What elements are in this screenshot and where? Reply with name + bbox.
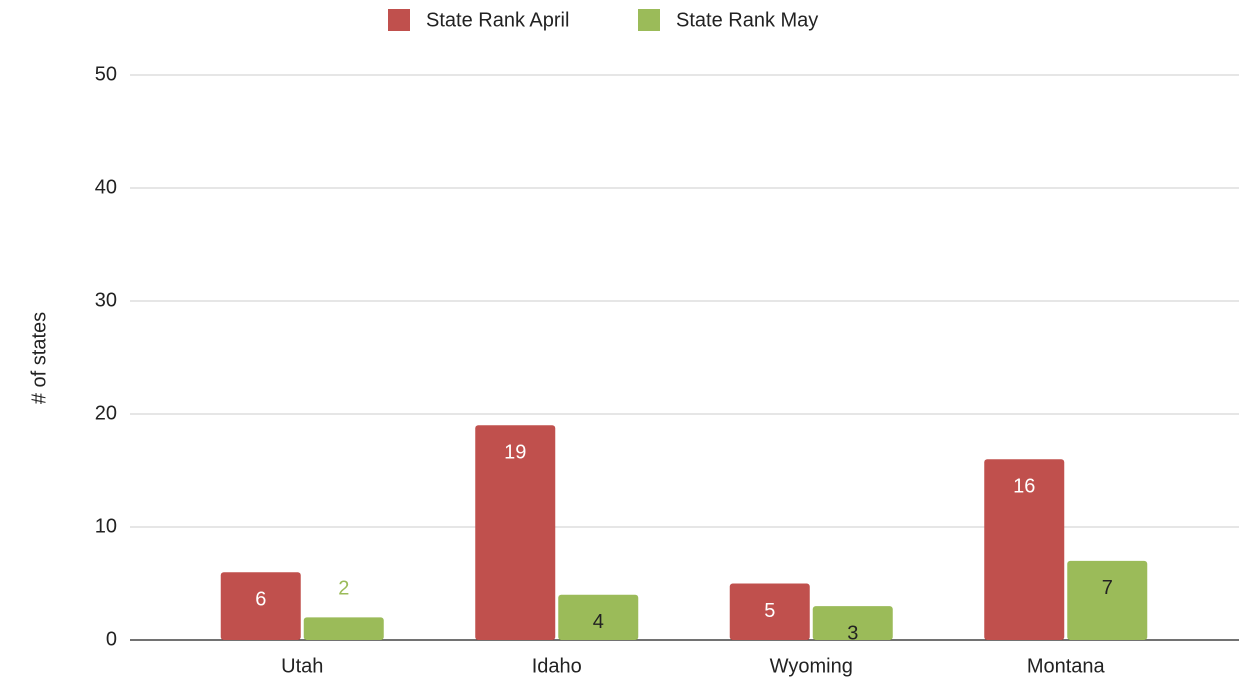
legend-swatch <box>388 9 410 31</box>
y-tick-label: 0 <box>106 628 117 650</box>
bar <box>984 459 1065 640</box>
legend-swatch <box>638 9 660 31</box>
legend-label: State Rank April <box>426 9 569 31</box>
bar <box>303 617 384 640</box>
x-tick-label: Wyoming <box>770 655 853 677</box>
data-label: 16 <box>1013 475 1035 497</box>
y-axis-label: # of states <box>28 312 50 404</box>
data-label: 3 <box>847 622 858 644</box>
data-label: 7 <box>1102 577 1113 599</box>
y-tick-label: 50 <box>95 63 117 85</box>
y-tick-label: 10 <box>95 515 117 537</box>
x-tick-label: Utah <box>281 655 323 677</box>
bar <box>729 583 810 640</box>
y-tick-label: 40 <box>95 176 117 198</box>
data-label: 5 <box>764 600 775 622</box>
x-tick-label: Montana <box>1027 655 1106 677</box>
data-label: 19 <box>504 442 526 464</box>
data-label: 6 <box>255 588 266 610</box>
data-label: 4 <box>593 611 604 633</box>
bar <box>812 606 893 640</box>
y-tick-label: 20 <box>95 402 117 424</box>
data-label: 2 <box>338 578 349 600</box>
x-tick-label: Idaho <box>532 655 582 677</box>
legend-label: State Rank May <box>676 9 818 31</box>
bar <box>220 572 301 640</box>
bar <box>1067 560 1148 640</box>
bar <box>558 594 639 640</box>
bar <box>475 425 556 640</box>
y-tick-label: 30 <box>95 289 117 311</box>
